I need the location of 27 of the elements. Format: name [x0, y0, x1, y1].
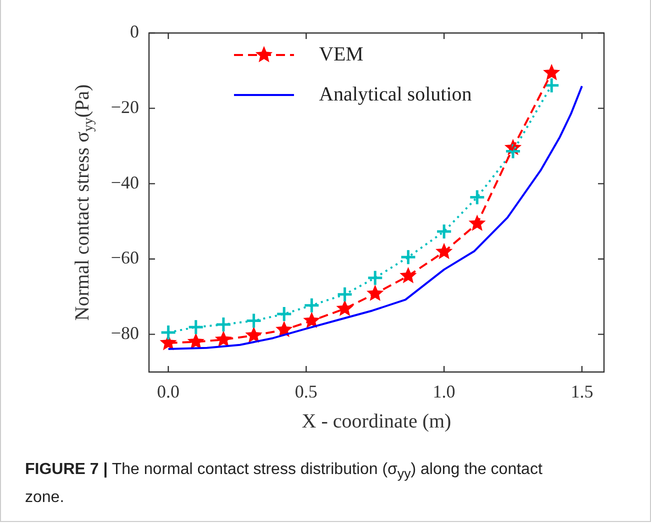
x-axis-title: X - coordinate (m)	[302, 410, 452, 432]
y-tick-label: −40	[110, 172, 139, 192]
point	[188, 318, 204, 336]
point	[468, 188, 486, 206]
point	[400, 248, 416, 266]
point	[246, 312, 262, 330]
point	[336, 286, 354, 303]
y-tick-label: 0	[130, 22, 139, 42]
y-tick-label: −60	[110, 248, 139, 268]
x-tick-label: 0.0	[157, 382, 180, 402]
x-tick-label: 1.0	[432, 382, 456, 402]
x-tick-label: 1.5	[570, 382, 594, 402]
point	[276, 306, 292, 322]
x-tick-label: 0.5	[294, 382, 318, 402]
point	[366, 270, 384, 286]
point	[543, 64, 560, 80]
point	[543, 77, 560, 94]
legend-label: Analytical solution	[319, 83, 472, 106]
y-tick-label: −20	[110, 97, 139, 118]
text: FIGURE 7 | The normal contact stress distribution (σ$_{yy}$) along the contact zone.	[25, 461, 542, 506]
point	[215, 316, 232, 333]
point	[303, 297, 320, 314]
y-tick-label: −80	[110, 323, 139, 344]
point	[160, 324, 177, 341]
y-axis-title: Normal contact stress σyy(Pa)	[71, 84, 97, 321]
point	[436, 223, 452, 240]
legend-label: VEM	[319, 43, 364, 66]
